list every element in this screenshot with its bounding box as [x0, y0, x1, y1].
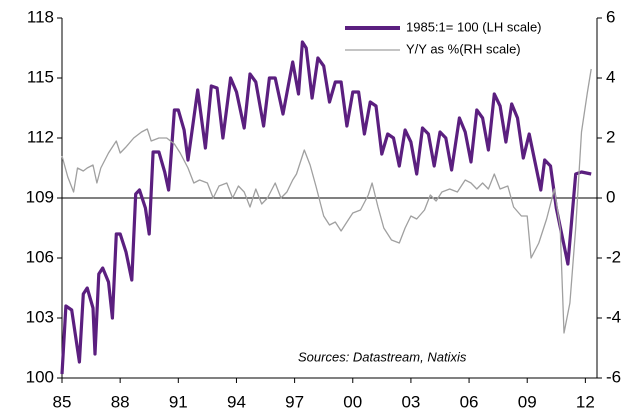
x-tick-label: 85	[53, 392, 72, 411]
x-tick-label: 91	[169, 392, 188, 411]
y2-tick-label: -4	[606, 307, 621, 326]
legend-label: Y/Y as %(RH scale)	[406, 41, 521, 56]
x-tick-label: 12	[576, 392, 595, 411]
y2-tick-label: 6	[606, 7, 615, 26]
y-tick-label: 112	[27, 127, 54, 146]
x-tick-label: 09	[518, 392, 537, 411]
x-tick-label: 97	[285, 392, 304, 411]
y-tick-label: 118	[27, 7, 54, 26]
y2-tick-label: -2	[606, 247, 621, 266]
x-tick-label: 03	[401, 392, 420, 411]
x-tick-label: 06	[460, 392, 479, 411]
y-tick-label: 103	[26, 307, 54, 326]
y-tick-label: 100	[26, 367, 54, 386]
y2-tick-label: 2	[606, 127, 615, 146]
y-tick-label: 106	[26, 247, 54, 266]
source-note: Sources: Datastream, Natixis	[298, 349, 467, 364]
x-tick-label: 00	[343, 392, 362, 411]
x-tick-label: 94	[227, 392, 246, 411]
y-tick-label: 109	[26, 187, 54, 206]
y2-tick-label: -6	[606, 367, 621, 386]
series-line	[60, 40, 592, 375]
x-tick-label: 88	[111, 392, 130, 411]
series-line	[61, 68, 592, 334]
y-tick-label: 115	[27, 67, 54, 86]
y2-tick-label: 0	[606, 187, 615, 206]
y2-tick-label: 4	[606, 67, 615, 86]
legend-label: 1985:1= 100 (LH scale)	[406, 19, 542, 34]
